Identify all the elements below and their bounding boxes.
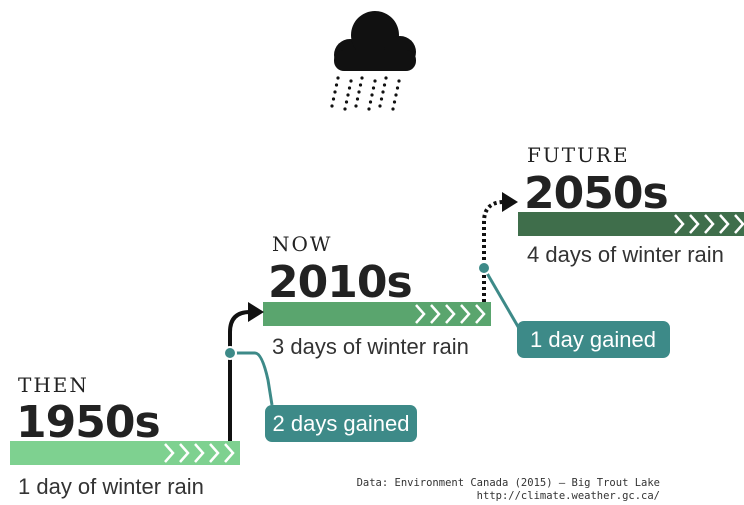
rain-drop	[349, 79, 353, 83]
rain-drop	[333, 90, 337, 94]
chevron	[430, 304, 441, 324]
rain-drop	[367, 107, 371, 111]
arrow-2	[482, 200, 505, 302]
step-label: NOW	[272, 232, 332, 256]
chevron	[224, 443, 235, 463]
rain-drop	[336, 76, 340, 80]
rain-drop	[355, 97, 360, 101]
rain-drop	[371, 86, 376, 90]
rain-drop	[394, 93, 398, 97]
source-text: Data: Environment Canada (2015) – Big Tr…	[357, 477, 660, 489]
rain-drop	[346, 93, 350, 97]
step-description: 4 days of winter rain	[527, 242, 724, 267]
rain-drop	[368, 100, 373, 104]
rain-drop	[354, 104, 358, 108]
rain-drop	[343, 107, 347, 111]
rain-drop	[373, 79, 377, 83]
rain-drop	[379, 97, 384, 101]
rain-cloud-icon	[334, 11, 416, 71]
step-description: 1 day of winter rain	[18, 474, 204, 499]
rain-drop	[397, 79, 401, 83]
chevron	[704, 214, 715, 234]
chevron	[734, 214, 744, 234]
rain-drop	[347, 86, 352, 90]
rain-drop	[358, 83, 363, 87]
gain-box	[517, 321, 670, 358]
rain-drop	[357, 90, 361, 94]
gain-label: 2 days gained	[273, 411, 410, 436]
gain-box	[265, 405, 417, 442]
gain-label: 1 day gained	[530, 327, 656, 352]
rain-drop	[330, 104, 334, 108]
chevron	[475, 304, 486, 324]
chevron	[719, 214, 730, 234]
rain-drop	[384, 76, 388, 80]
chevron	[194, 443, 205, 463]
rain-drop	[334, 83, 339, 87]
connector-dot	[223, 346, 237, 360]
connector-dot	[477, 261, 491, 275]
rain-drop	[381, 90, 385, 94]
rain-drop	[382, 83, 387, 87]
rain-drop	[378, 104, 382, 108]
rain-drop	[360, 76, 364, 80]
arrow-1	[228, 310, 251, 441]
step-label: FUTURE	[527, 143, 630, 167]
step-period: 2050s	[524, 168, 668, 219]
step-period: 1950s	[16, 397, 160, 448]
chevron	[445, 304, 456, 324]
chevron	[689, 214, 700, 234]
rain-drop	[392, 100, 397, 104]
rain-drops	[330, 76, 401, 111]
source-url: http://climate.weather.gc.ca/	[477, 490, 660, 502]
rain-drop	[370, 93, 374, 97]
step-description: 3 days of winter rain	[272, 334, 469, 359]
chevron	[179, 443, 190, 463]
chevron	[460, 304, 471, 324]
chevron	[415, 304, 426, 324]
step-label: THEN	[18, 373, 89, 397]
rain-drop	[331, 97, 336, 101]
step-period: 2010s	[268, 257, 412, 308]
rain-drop	[391, 107, 395, 111]
rain-drop	[344, 100, 349, 104]
arrowhead-2	[502, 192, 518, 212]
arrowhead-1	[248, 302, 264, 322]
rain-drop	[395, 86, 400, 90]
chevron	[164, 443, 175, 463]
connector-1	[230, 351, 274, 406]
connector-2	[482, 267, 522, 331]
chevrons	[164, 214, 744, 463]
chevron	[209, 443, 220, 463]
chevron	[674, 214, 685, 234]
